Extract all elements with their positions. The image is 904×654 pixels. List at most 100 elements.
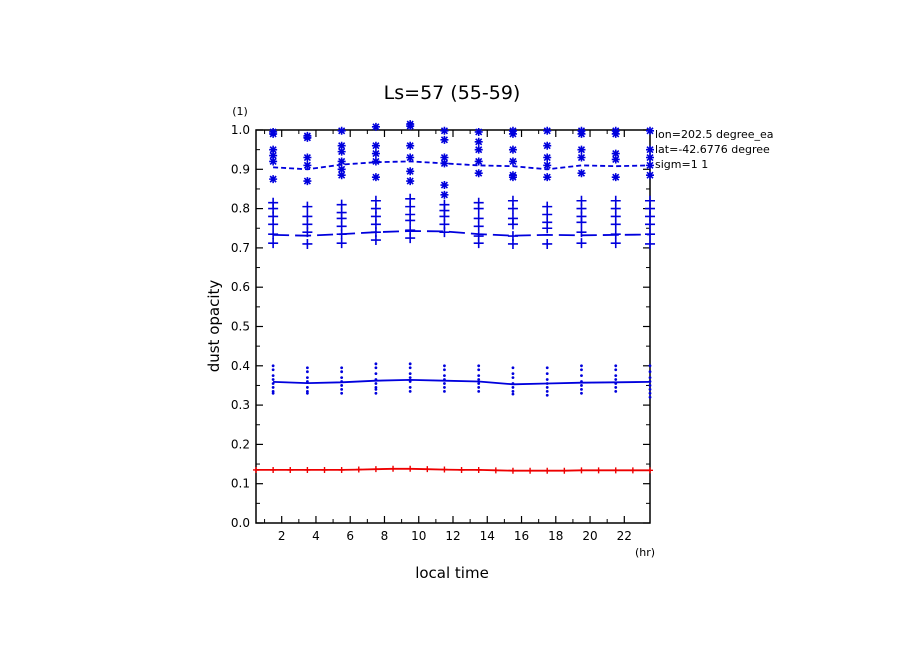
scatter-dot [408,372,412,376]
series-marker [629,467,636,474]
scatter-asterisk [543,126,552,135]
series-marker [372,466,379,473]
x-tick-label: 6 [346,529,354,543]
scatter-plus [439,227,450,238]
series-marker [527,467,534,474]
scatter-plus [542,238,553,249]
scatter-dot [477,378,481,381]
scatter-asterisk [303,153,312,162]
scatter-dot [374,391,378,395]
scatter-plus [405,215,416,226]
scatter-dot [580,391,583,395]
scatter-dot [648,376,652,379]
scatter-plus [302,201,313,212]
scatter-dot [340,380,344,383]
scatter-dot [374,382,378,385]
scatter-dot [408,386,412,389]
scatter-asterisk [406,141,415,150]
y-tick-label: 1.0 [231,123,250,137]
scatter-dot [271,368,275,372]
scatter-plus [507,203,518,214]
scatter-asterisk [337,126,346,135]
x-tick-label: 22 [617,529,632,543]
scatter-asterisk [269,151,278,160]
scatter-plus [507,238,518,249]
scatter-dot [305,380,309,383]
scatter-dot [374,366,378,370]
plot-area: 0.0 0.1 0.2 0.3 0.4 0.5 0.6 0.7 0.8 0.9 1.0 2 4 6 8 10 1… [231,120,655,543]
scatter-dot [305,370,309,374]
scatter-dot [511,382,515,385]
series-line-2 [273,378,651,386]
scatter-dot [374,372,378,376]
series-marker [390,465,397,472]
scatter-asterisk [406,122,415,131]
scatter-dot [340,370,344,374]
scatter-plus [576,238,587,249]
scatter-asterisk [611,155,620,164]
scatter-asterisk [337,157,346,166]
scatter-dot [614,374,618,378]
scatter-dot [648,391,652,395]
scatter-plus [610,229,621,240]
scatter-dot [305,391,309,395]
scatter-dot [271,374,275,378]
plot-frame [255,129,651,524]
scatter-asterisk [646,145,654,154]
scatter-dot [648,364,652,368]
scatter-asterisk [611,129,620,138]
scatter-dot [545,366,549,370]
scatter-dot [614,389,618,393]
scatter-asterisk [440,153,449,162]
scatter-dot [511,372,515,376]
scatter-asterisk [406,167,415,176]
series-marker [304,466,311,473]
scatter-dot [374,387,378,391]
scatter-dot [648,384,652,387]
scatter-dot [648,370,652,374]
scatter-plus [576,227,587,238]
scatter-dot [443,374,446,378]
y-tick-label: 0.7 [231,241,250,255]
scatter-asterisk [474,169,483,178]
series-line-0 [273,160,651,171]
scatter-dot [443,386,446,389]
scatter-dot [443,368,446,372]
scatter-asterisk [474,145,483,154]
scatter-dot [271,378,275,381]
scatter-asterisk [337,165,346,174]
scatter-dot [408,362,412,366]
scatter-dot [511,392,515,396]
x-tick-label: 12 [445,529,460,543]
y-tick-label: 0.1 [231,477,250,491]
scatter-plus [302,227,313,238]
scatter-dot [648,395,652,399]
scatter-dot [340,366,344,370]
scatter-dot [511,389,515,393]
scatter-plus [336,229,347,240]
series-marker [321,466,328,473]
scatter-dot [305,366,309,370]
scatter-asterisk [269,175,278,184]
scatter-asterisk [303,177,312,186]
scatter-asterisk [611,173,620,182]
scatter-dot [511,366,515,370]
scatter-dot [545,386,549,389]
series-marker [424,466,431,473]
scatter-dot [545,372,549,376]
series-marker [270,466,277,473]
scatter-asterisk [371,122,380,131]
scatter-asterisk [611,149,620,158]
scatter-dot [374,386,378,389]
annotation-sigm: sigm=1 1 [655,158,708,171]
scatter-dot [545,382,549,385]
scatter-plus [268,229,279,240]
scatter-dot [648,387,652,391]
x-tick-label: 10 [411,529,426,543]
scatter-asterisk [577,169,586,178]
scatter-dot [271,391,275,395]
scatter-plus [336,238,347,249]
scatter-plus [645,219,655,230]
scatter-dot [443,389,446,393]
x-axis-label: local time [415,564,489,582]
